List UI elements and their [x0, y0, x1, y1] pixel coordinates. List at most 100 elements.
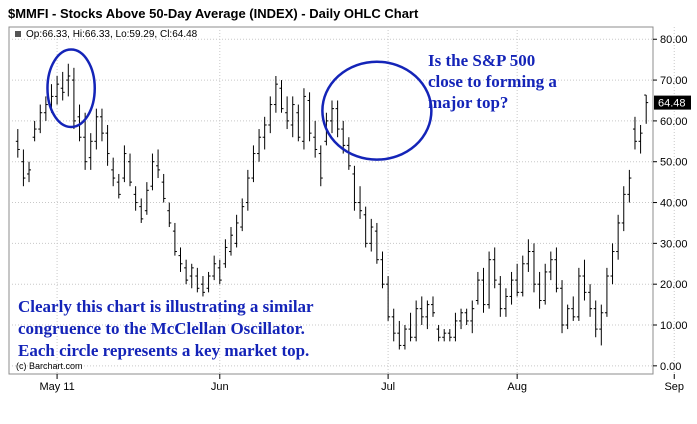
ohlc-bar [380, 251, 385, 289]
y-tick-label: 10.00 [660, 320, 688, 332]
ohlc-bar [503, 288, 508, 317]
ohlc-bar [88, 133, 93, 170]
ohlc-bar [526, 239, 531, 272]
x-tick-label: Jun [211, 381, 229, 393]
ohlc-bar [200, 276, 205, 297]
ohlc-bar [301, 88, 306, 150]
ohlc-bar [436, 325, 441, 342]
ohlc-bar [21, 149, 26, 187]
y-tick-label: 60.00 [660, 116, 688, 128]
ohlc-bar [156, 149, 161, 179]
annotation-line: Each circle represents a key market top. [18, 341, 310, 360]
ohlc-bar [71, 67, 76, 130]
annotation-top-right: Is the S&P 500 close to forming a major … [428, 50, 557, 113]
legend: Op:66.33, Hi:66.33, Lo:59.29, Cl:64.48 [15, 29, 198, 40]
ohlc-bar [644, 94, 649, 124]
ohlc-bar [408, 312, 413, 342]
x-axis: May 11JunJulAugSepOct [39, 374, 684, 393]
ohlc-bar [279, 80, 284, 113]
ohlc-bar [453, 312, 458, 342]
x-tick-label: Jul [381, 381, 395, 393]
ohlc-bar [447, 329, 452, 342]
ohlc-bar [60, 71, 65, 101]
x-tick-label: May 11 [39, 381, 74, 393]
chart-title: $MMFI - Stocks Above 50-Day Average (IND… [8, 6, 419, 21]
ohlc-bar [229, 227, 234, 256]
ohlc-bar [240, 198, 245, 232]
y-tick-label: 30.00 [660, 238, 688, 250]
ohlc-bar [212, 255, 217, 281]
ohlc-bar [571, 296, 576, 321]
ohlc-bar [83, 112, 88, 170]
ohlc-bar [273, 75, 278, 113]
ohlc-bar [172, 222, 177, 256]
highlight-circle [321, 60, 433, 161]
y-tick-label: 50.00 [660, 157, 688, 169]
ohlc-bar [178, 247, 183, 272]
ohlc-bar [66, 63, 71, 97]
ohlc-bar [554, 247, 559, 293]
ohlc-bar [150, 153, 155, 191]
ohlc-bar [459, 308, 464, 330]
ohlc-bar [425, 300, 430, 330]
ohlc-bar [610, 243, 615, 285]
ohlc-bar [627, 169, 632, 203]
ohlc-bar [616, 214, 621, 260]
ohlc-bar [537, 271, 542, 309]
ohlc-bar [369, 218, 374, 252]
ohlc-bar [38, 104, 43, 134]
ohlc-bar [128, 153, 133, 187]
ohlc-bar [307, 92, 312, 142]
ohlc-bars [15, 63, 649, 350]
ohlc-bar [268, 96, 273, 134]
y-tick-label: 20.00 [660, 279, 688, 291]
ohlc-bar [386, 276, 391, 321]
ohlc-bar [638, 124, 643, 154]
ohlc-bar [498, 276, 503, 317]
ohlc-bar [593, 300, 598, 338]
ohlc-bar [195, 267, 200, 293]
ohlc-bar [470, 300, 475, 334]
ohlc-bar [257, 129, 262, 162]
x-tick-label: Aug [507, 381, 527, 393]
ohlc-bar [32, 120, 37, 142]
ohlc-bar [335, 100, 340, 138]
ohlc-bar [464, 308, 469, 326]
ohlc-bar [582, 259, 587, 301]
ohlc-bar [543, 263, 548, 305]
ohlc-bar [167, 202, 172, 228]
ohlc-bar [397, 320, 402, 350]
ohlc-bar [520, 255, 525, 297]
ohlc-bar [285, 96, 290, 130]
ohlc-bar [560, 280, 565, 334]
ohlc-bar [139, 198, 144, 223]
y-tick-label: 80.00 [660, 34, 688, 46]
ohlc-bar [475, 271, 480, 305]
ohlc-bar [391, 308, 396, 342]
ohlc-bar [15, 129, 20, 158]
ohlc-bar [363, 206, 368, 248]
ohlc-bar [318, 145, 323, 187]
ohlc-bar [206, 271, 211, 293]
ohlc-bar [632, 116, 637, 150]
ohlc-bar [515, 263, 520, 297]
y-tick-label: 0.00 [660, 361, 681, 373]
ohlc-bar [189, 263, 194, 289]
ohlc-bar [262, 116, 267, 150]
annotation-bottom-left: Clearly this chart is illustrating a sim… [18, 296, 314, 362]
ohlc-bar [217, 259, 222, 285]
ohlc-bar [531, 243, 536, 293]
ohlc-bar [251, 145, 256, 183]
credit-text: (c) Barchart.com [16, 361, 83, 371]
ohlc-bar [290, 96, 295, 138]
ohlc-bar [99, 108, 104, 142]
annotation-line: congruence to the McClellan Oscillator. [18, 319, 305, 338]
legend-text: Op:66.33, Hi:66.33, Lo:59.29, Cl:64.48 [26, 29, 198, 40]
y-tick-label: 40.00 [660, 198, 688, 210]
last-value-marker: 64.48 [654, 95, 691, 110]
annotation-line: Clearly this chart is illustrating a sim… [18, 297, 314, 316]
ohlc-bar [245, 169, 250, 211]
ohlc-bar [296, 104, 301, 142]
ohlc-bar [161, 173, 166, 203]
